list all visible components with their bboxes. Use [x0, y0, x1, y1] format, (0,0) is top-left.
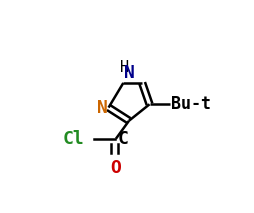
Text: Cl: Cl	[63, 130, 84, 148]
Text: N: N	[97, 99, 107, 117]
Text: H: H	[119, 60, 128, 75]
Text: C: C	[117, 130, 128, 148]
Text: N: N	[124, 64, 134, 82]
Text: Bu-t: Bu-t	[170, 95, 210, 113]
Text: O: O	[110, 159, 121, 177]
